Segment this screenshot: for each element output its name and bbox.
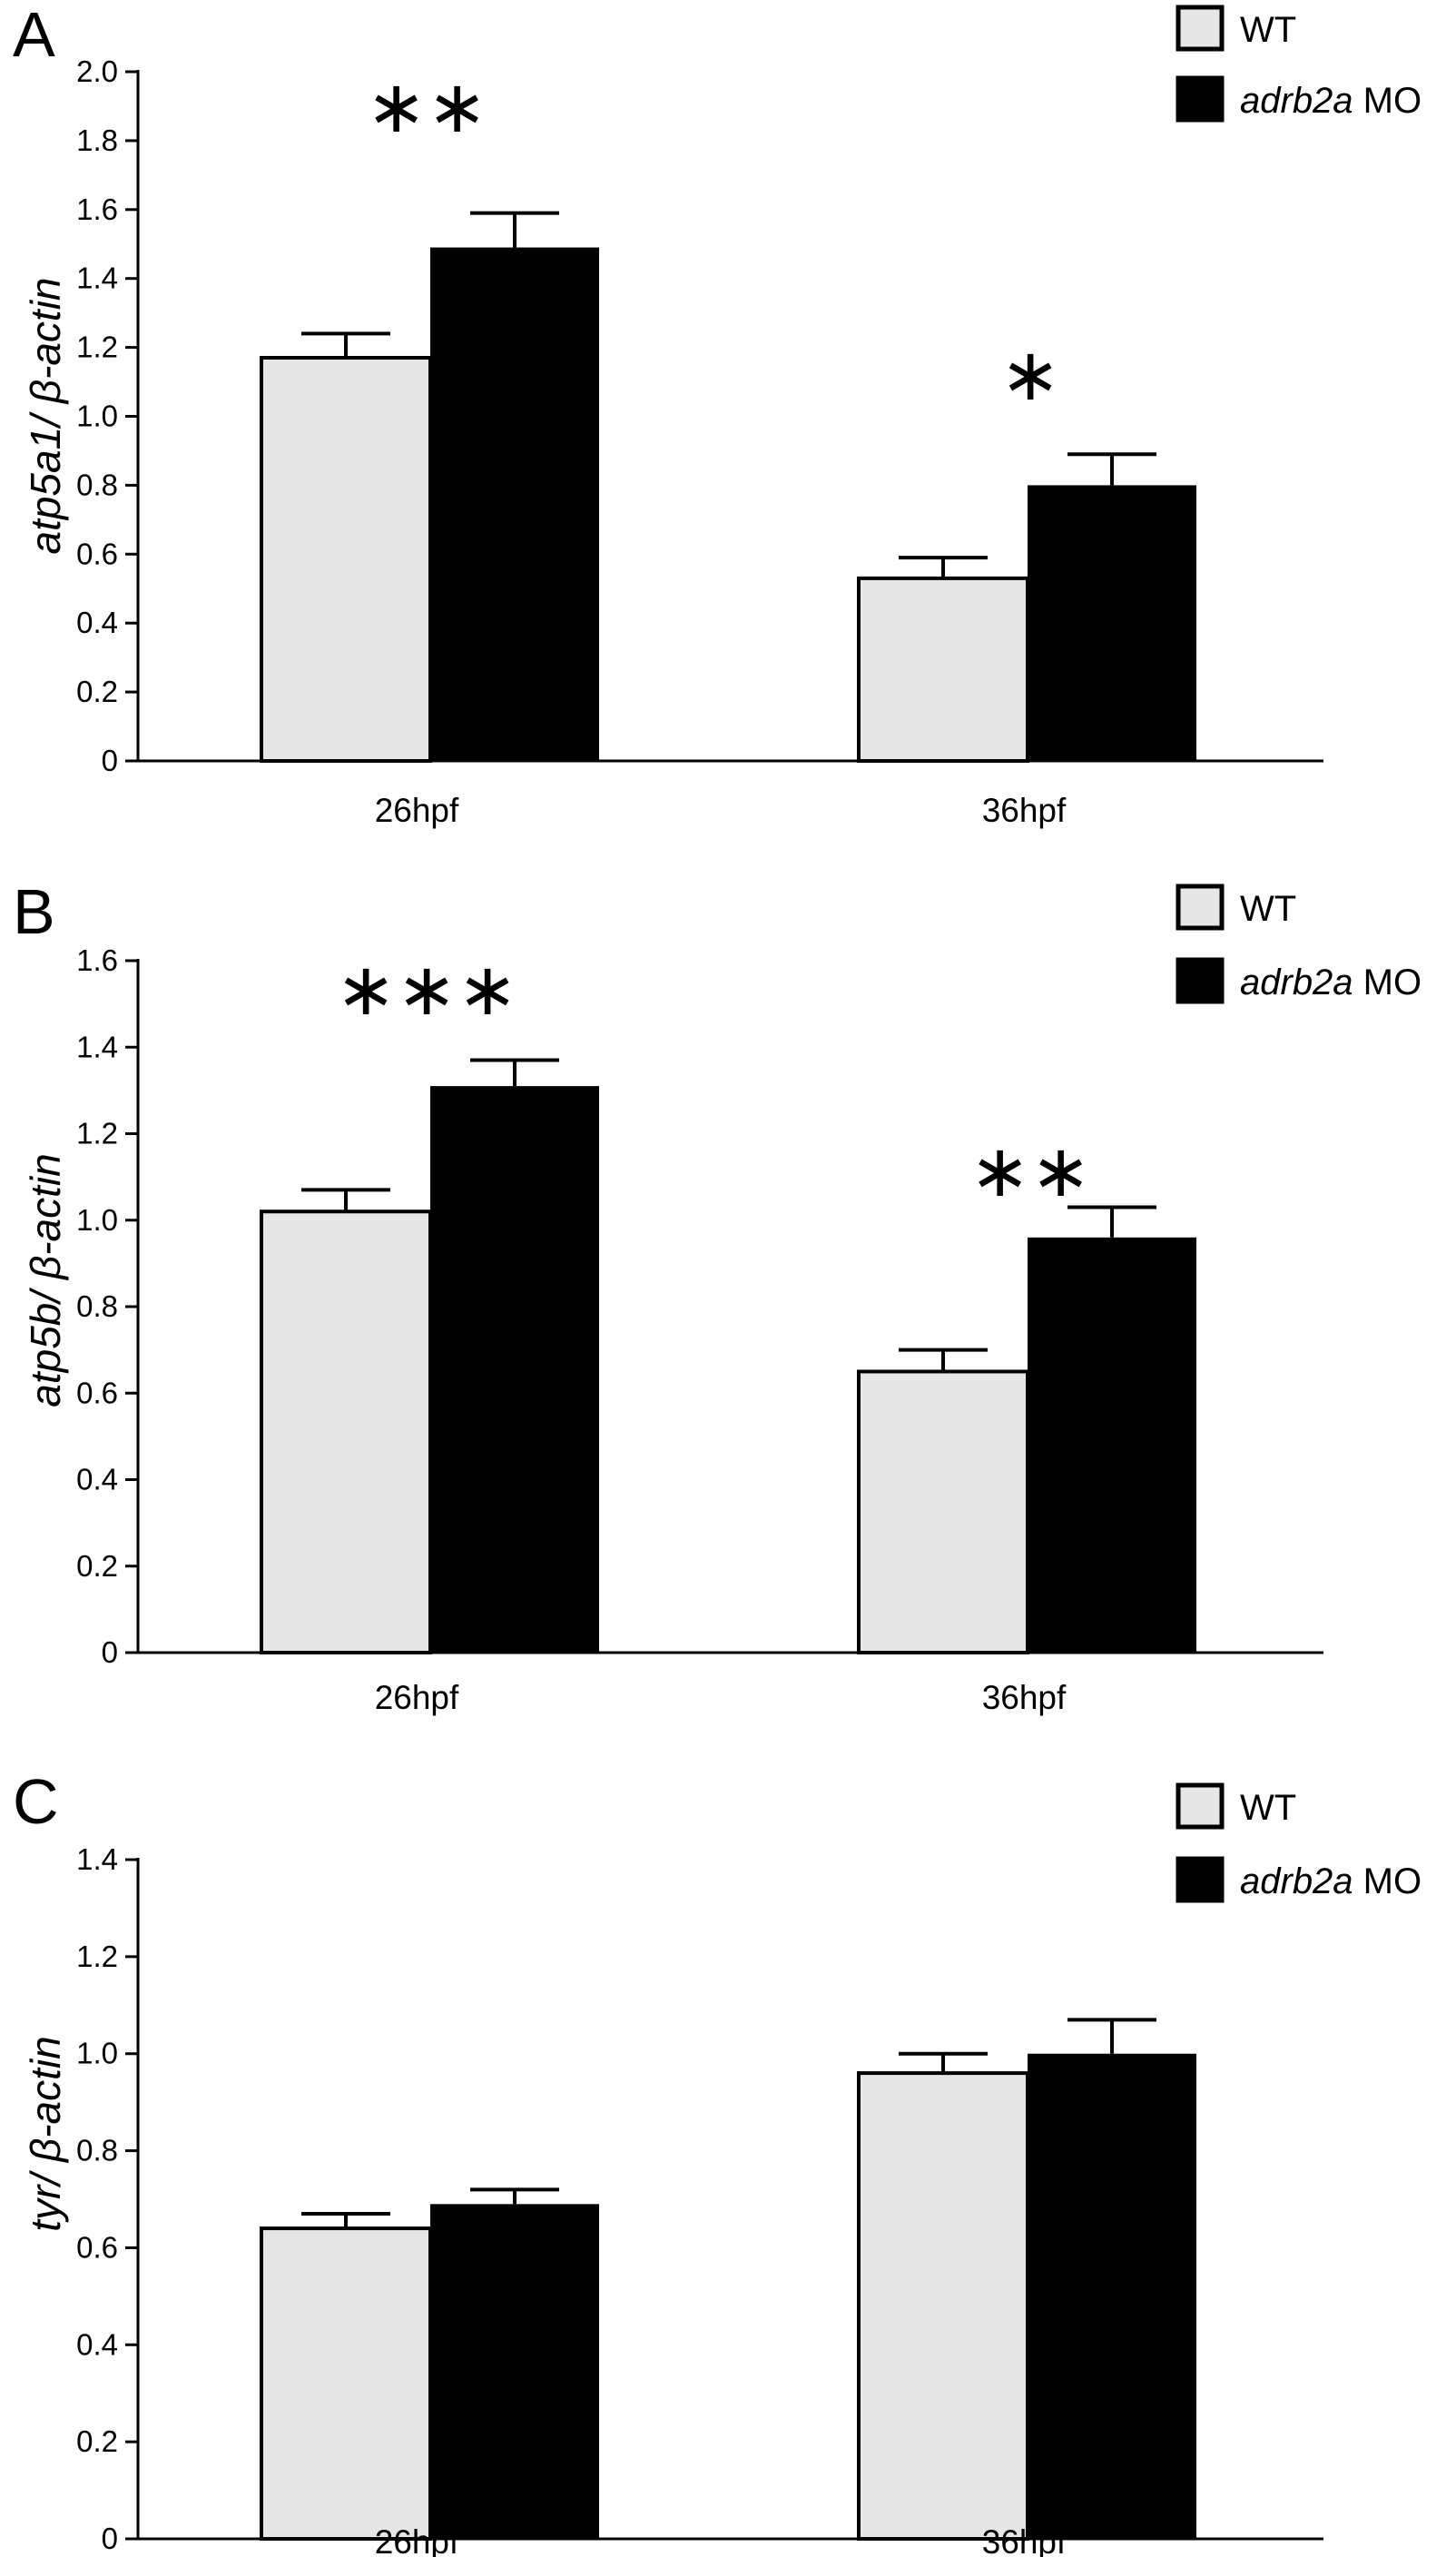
y-tick-label: 0	[102, 2522, 118, 2555]
legend-label-mo: adrb2a MO	[1240, 1861, 1422, 1901]
y-ticks: 0 0.2 0.4 0.6 0.8 1.0 1.2 1.4 1.6	[76, 943, 138, 1669]
category-label: 36hpf	[982, 1679, 1067, 1716]
significance-marker: ∗∗	[366, 64, 487, 149]
y-tick-label: 0.6	[76, 537, 118, 570]
axes	[136, 1858, 1323, 2541]
y-axis-label: tyr/ β-actin	[22, 2036, 69, 2231]
bar	[430, 2204, 599, 2539]
legend-label-wt: WT	[1240, 889, 1296, 929]
axes	[136, 959, 1323, 1654]
legend-label-wt: WT	[1240, 1788, 1296, 1828]
bar	[430, 1086, 599, 1653]
y-tick-label: 1.6	[76, 943, 118, 977]
significance-marker: ∗	[999, 332, 1060, 417]
significance-marker: ∗∗∗	[335, 947, 517, 1032]
y-tick-label: 1.0	[76, 2037, 118, 2070]
y-tick-label: 0.4	[76, 2327, 118, 2361]
significance-marker: ∗∗	[969, 1129, 1091, 1213]
category-label: 26hpf	[375, 2523, 459, 2557]
y-tick-label: 1.0	[76, 1203, 118, 1237]
legend-label-mo-gene: adrb2a	[1240, 1861, 1353, 1901]
legend-label-mo-suffix: MO	[1353, 1861, 1422, 1901]
legend-swatch-mo	[1176, 957, 1225, 1004]
bar	[260, 2226, 432, 2541]
bar	[1028, 485, 1196, 761]
y-tick-label: 1.4	[76, 1842, 118, 1876]
panel-b: B atp5b/ β-actin 0 0.2 0.4 0.6 0.8 1.0 1.2 1.4 1…	[13, 876, 1422, 1716]
panel-letter: C	[13, 1766, 59, 1837]
bar	[260, 355, 432, 763]
panel-letter: B	[13, 876, 55, 947]
legend-label-mo: adrb2a MO	[1240, 81, 1422, 121]
y-tick-label: 0.2	[76, 1549, 118, 1583]
category-label: 26hpf	[375, 792, 459, 829]
y-tick-label: 0.4	[76, 606, 118, 639]
y-tick-label: 0.8	[76, 468, 118, 501]
axes	[136, 70, 1323, 763]
category-label: 26hpf	[375, 1679, 459, 1716]
y-tick-label: 0	[102, 1635, 118, 1669]
panel-c: C tyr/ β-actin 0 0.2 0.4 0.6 0.8 1.0 1.2 1.4 26…	[13, 1766, 1422, 2557]
y-tick-label: 1.2	[76, 1117, 118, 1150]
y-ticks: 0 0.2 0.4 0.6 0.8 1.0 1.2 1.4	[76, 1842, 138, 2555]
bar	[430, 247, 599, 761]
bars	[260, 1058, 1196, 1654]
legend: WT adrb2a MO	[1176, 1782, 1422, 1903]
y-tick-label: 0.8	[76, 2134, 118, 2167]
y-tick-label: 1.0	[76, 400, 118, 433]
y-tick-label: 1.2	[76, 331, 118, 364]
bar	[260, 1209, 432, 1654]
legend-label-wt: WT	[1240, 10, 1296, 50]
y-ticks: 0 0.2 0.4 0.6 0.8 1.0 1.2 1.4 1.6 1.8 2.0	[76, 54, 138, 777]
y-tick-label: 1.4	[76, 1030, 118, 1063]
legend-label-mo: adrb2a MO	[1240, 963, 1422, 1002]
bars	[260, 211, 1196, 763]
panel-a: A atp5a1/ β-actin 0 0.2 0.4 0.6 0.8 1.0 1.2 1.4…	[13, 0, 1422, 829]
y-tick-label: 0.4	[76, 1463, 118, 1496]
legend: WT adrb2a MO	[1176, 884, 1422, 1004]
y-tick-label: 1.2	[76, 1940, 118, 1973]
y-tick-label: 0.6	[76, 2230, 118, 2264]
panel-letter: A	[13, 0, 55, 70]
bars	[260, 2018, 1196, 2541]
y-tick-label: 1.8	[76, 123, 118, 157]
y-tick-label: 0.2	[76, 675, 118, 708]
bar	[1028, 1237, 1196, 1653]
legend-swatch-wt	[1176, 1782, 1225, 1830]
legend-label-mo-gene: adrb2a	[1240, 81, 1353, 121]
y-tick-label: 0.8	[76, 1289, 118, 1323]
y-tick-label: 2.0	[76, 54, 118, 88]
legend-label-mo-suffix: MO	[1353, 963, 1422, 1002]
legend-label-mo-gene: adrb2a	[1240, 963, 1353, 1002]
bar	[1028, 2053, 1196, 2539]
y-axis-label: atp5b/ β-actin	[22, 1153, 69, 1407]
y-tick-label: 0.6	[76, 1376, 118, 1409]
legend-swatch-wt	[1176, 5, 1225, 52]
y-tick-label: 1.4	[76, 262, 118, 295]
bar	[857, 576, 1029, 763]
legend-swatch-mo	[1176, 1856, 1225, 1903]
y-tick-label: 1.6	[76, 193, 118, 226]
legend: WT adrb2a MO	[1176, 5, 1422, 123]
bar	[857, 2071, 1029, 2541]
bar	[857, 1369, 1029, 1654]
y-axis-label: atp5a1/ β-actin	[22, 277, 69, 554]
legend-label-mo-suffix: MO	[1353, 81, 1422, 121]
legend-swatch-mo	[1176, 75, 1225, 123]
category-label: 36hpf	[982, 2523, 1067, 2557]
y-tick-label: 0.2	[76, 2424, 118, 2458]
y-tick-label: 0	[102, 744, 118, 777]
category-label: 36hpf	[982, 792, 1067, 829]
legend-swatch-wt	[1176, 884, 1225, 931]
